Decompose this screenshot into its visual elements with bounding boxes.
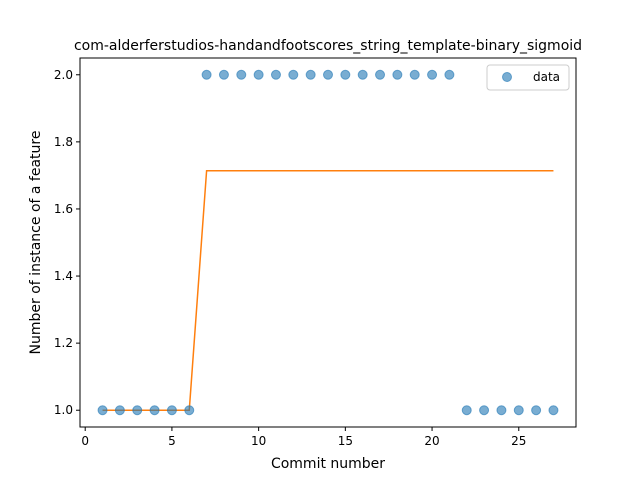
data-point [548,405,559,416]
data-point [114,405,125,416]
x-tick-label: 0 [81,434,89,448]
y-tick-label: 1.6 [54,202,73,216]
y-tick-label: 1.4 [54,269,73,283]
y-tick-label: 2.0 [54,68,73,82]
data-point [427,69,438,80]
y-axis: 1.0 1.2 1.4 1.6 1.8 2.0 [54,68,80,417]
data-point [340,69,351,80]
x-tick-label: 20 [424,434,439,448]
data-point [531,405,542,416]
data-point [496,405,507,416]
data-point [236,69,247,80]
legend-box [486,64,570,91]
legend-marker [502,72,512,82]
x-tick-label: 25 [511,434,526,448]
data-point [444,69,455,80]
data-point [409,69,420,80]
legend-label-data: data [533,70,560,84]
data-point [375,69,386,80]
data-point [253,69,264,80]
data-point [132,405,143,416]
data-point [288,69,299,80]
legend: data [486,64,570,91]
data-point [270,69,281,80]
x-axis-label: Commit number [271,456,385,472]
plot-area [97,69,559,416]
x-tick-label: 5 [168,434,176,448]
chart-title: com-alderferstudios-handandfootscores_st… [74,38,582,54]
data-point [461,405,472,416]
data-point [323,69,333,80]
data-point [184,405,195,416]
data-point [97,405,108,416]
fit-line [102,169,554,411]
data-point [218,69,229,80]
data-point [305,69,316,80]
y-tick-label: 1.8 [54,135,73,149]
y-tick-label: 1.0 [54,403,73,417]
data-point [166,405,177,416]
x-tick-label: 15 [338,434,353,448]
x-axis: 0 5 10 15 20 25 [81,427,526,448]
y-tick-label: 1.2 [54,336,73,350]
x-tick-label: 10 [251,434,266,448]
y-axis-label: Number of instance of a feature [28,131,44,355]
data-point [513,405,524,416]
data-point [392,69,403,80]
data-point [357,69,368,80]
plot-frame [79,57,577,428]
data-point [479,405,490,416]
data-point [201,69,212,80]
data-point [149,405,160,416]
